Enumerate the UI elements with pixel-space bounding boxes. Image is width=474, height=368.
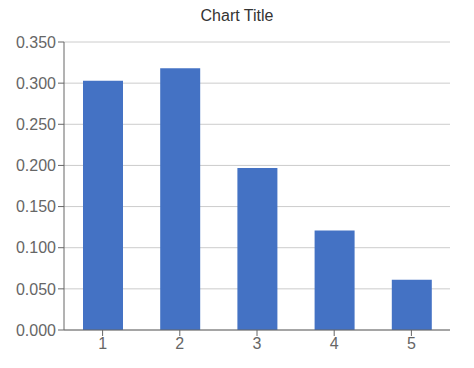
- svg-text:3: 3: [253, 335, 262, 352]
- svg-text:0.050: 0.050: [16, 281, 56, 298]
- svg-text:0.150: 0.150: [16, 198, 56, 215]
- svg-text:0.200: 0.200: [16, 157, 56, 174]
- svg-text:0.000: 0.000: [16, 322, 56, 339]
- svg-text:1: 1: [98, 335, 107, 352]
- svg-text:0.350: 0.350: [16, 34, 56, 51]
- svg-text:0.100: 0.100: [16, 239, 56, 256]
- svg-text:2: 2: [175, 335, 184, 352]
- svg-text:5: 5: [407, 335, 416, 352]
- svg-text:0.250: 0.250: [16, 116, 56, 133]
- svg-text:4: 4: [330, 335, 339, 352]
- svg-text:0.300: 0.300: [16, 75, 56, 92]
- html-text:Chart Title: Chart Title: [200, 7, 274, 24]
